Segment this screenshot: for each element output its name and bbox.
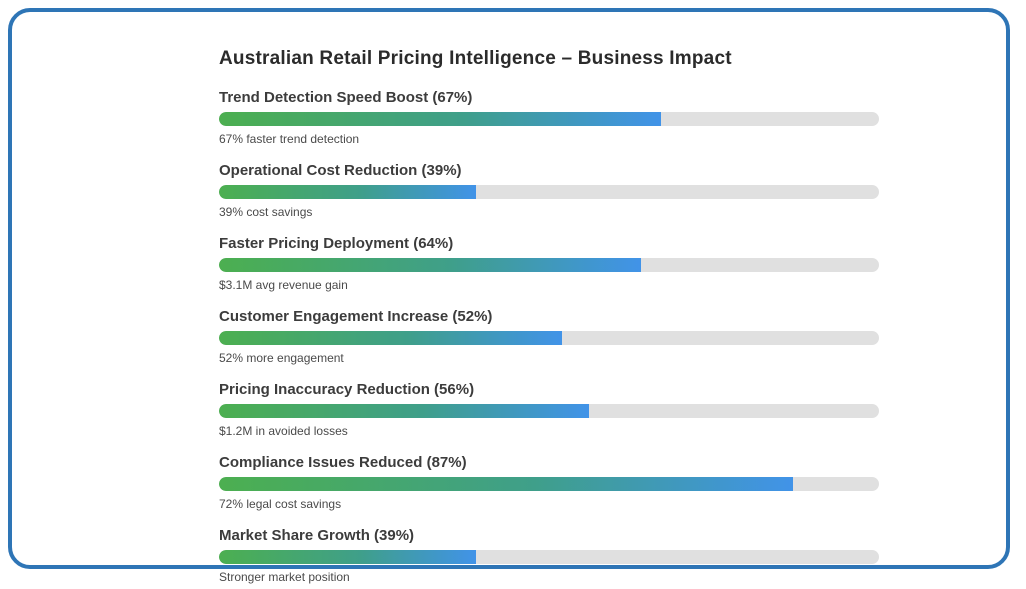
bar-label: Compliance Issues Reduced (87%) xyxy=(219,453,467,471)
bar-track xyxy=(219,403,879,418)
bar-row: Compliance Issues Reduced (87%) 72% lega… xyxy=(219,455,879,510)
bar-label: Faster Pricing Deployment (64%) xyxy=(219,234,454,252)
bar-fill xyxy=(219,257,642,272)
bar-caption: 67% faster trend detection xyxy=(219,131,360,146)
bar-row: Customer Engagement Increase (52%) 52% m… xyxy=(219,309,879,364)
bar-caption: 72% legal cost savings xyxy=(219,496,342,511)
chart-content: Australian Retail Pricing Intelligence –… xyxy=(219,48,879,589)
bar-label: Market Share Growth (39%) xyxy=(219,526,415,544)
bar-caption: $1.2M in avoided losses xyxy=(219,423,348,438)
bar-track xyxy=(219,476,879,491)
bar-fill xyxy=(219,111,662,126)
bar-row: Trend Detection Speed Boost (67%) 67% fa… xyxy=(219,90,879,145)
bar-track xyxy=(219,257,879,272)
bar-caption: 39% cost savings xyxy=(219,204,313,219)
bar-fill xyxy=(219,403,589,418)
bar-track xyxy=(219,111,879,126)
bar-fill xyxy=(219,549,477,564)
bar-list: Trend Detection Speed Boost (67%) 67% fa… xyxy=(219,90,879,583)
bar-fill xyxy=(219,330,563,345)
bar-row: Pricing Inaccuracy Reduction (56%) $1.2M… xyxy=(219,382,879,437)
bar-label: Trend Detection Speed Boost (67%) xyxy=(219,88,473,106)
bar-row: Faster Pricing Deployment (64%) $3.1M av… xyxy=(219,236,879,291)
bar-fill xyxy=(219,184,477,199)
bar-track xyxy=(219,330,879,345)
bar-track xyxy=(219,184,879,199)
bar-caption: Stronger market position xyxy=(219,569,350,584)
bar-row: Market Share Growth (39%) Stronger marke… xyxy=(219,528,879,583)
bar-caption: 52% more engagement xyxy=(219,350,344,365)
bar-label: Operational Cost Reduction (39%) xyxy=(219,161,462,179)
chart-title: Australian Retail Pricing Intelligence –… xyxy=(219,48,732,69)
bar-track xyxy=(219,549,879,564)
bar-caption: $3.1M avg revenue gain xyxy=(219,277,348,292)
chart-card: Australian Retail Pricing Intelligence –… xyxy=(8,8,1010,583)
bar-label: Customer Engagement Increase (52%) xyxy=(219,307,493,325)
bar-row: Operational Cost Reduction (39%) 39% cos… xyxy=(219,163,879,218)
bar-label: Pricing Inaccuracy Reduction (56%) xyxy=(219,380,475,398)
bar-fill xyxy=(219,476,794,491)
